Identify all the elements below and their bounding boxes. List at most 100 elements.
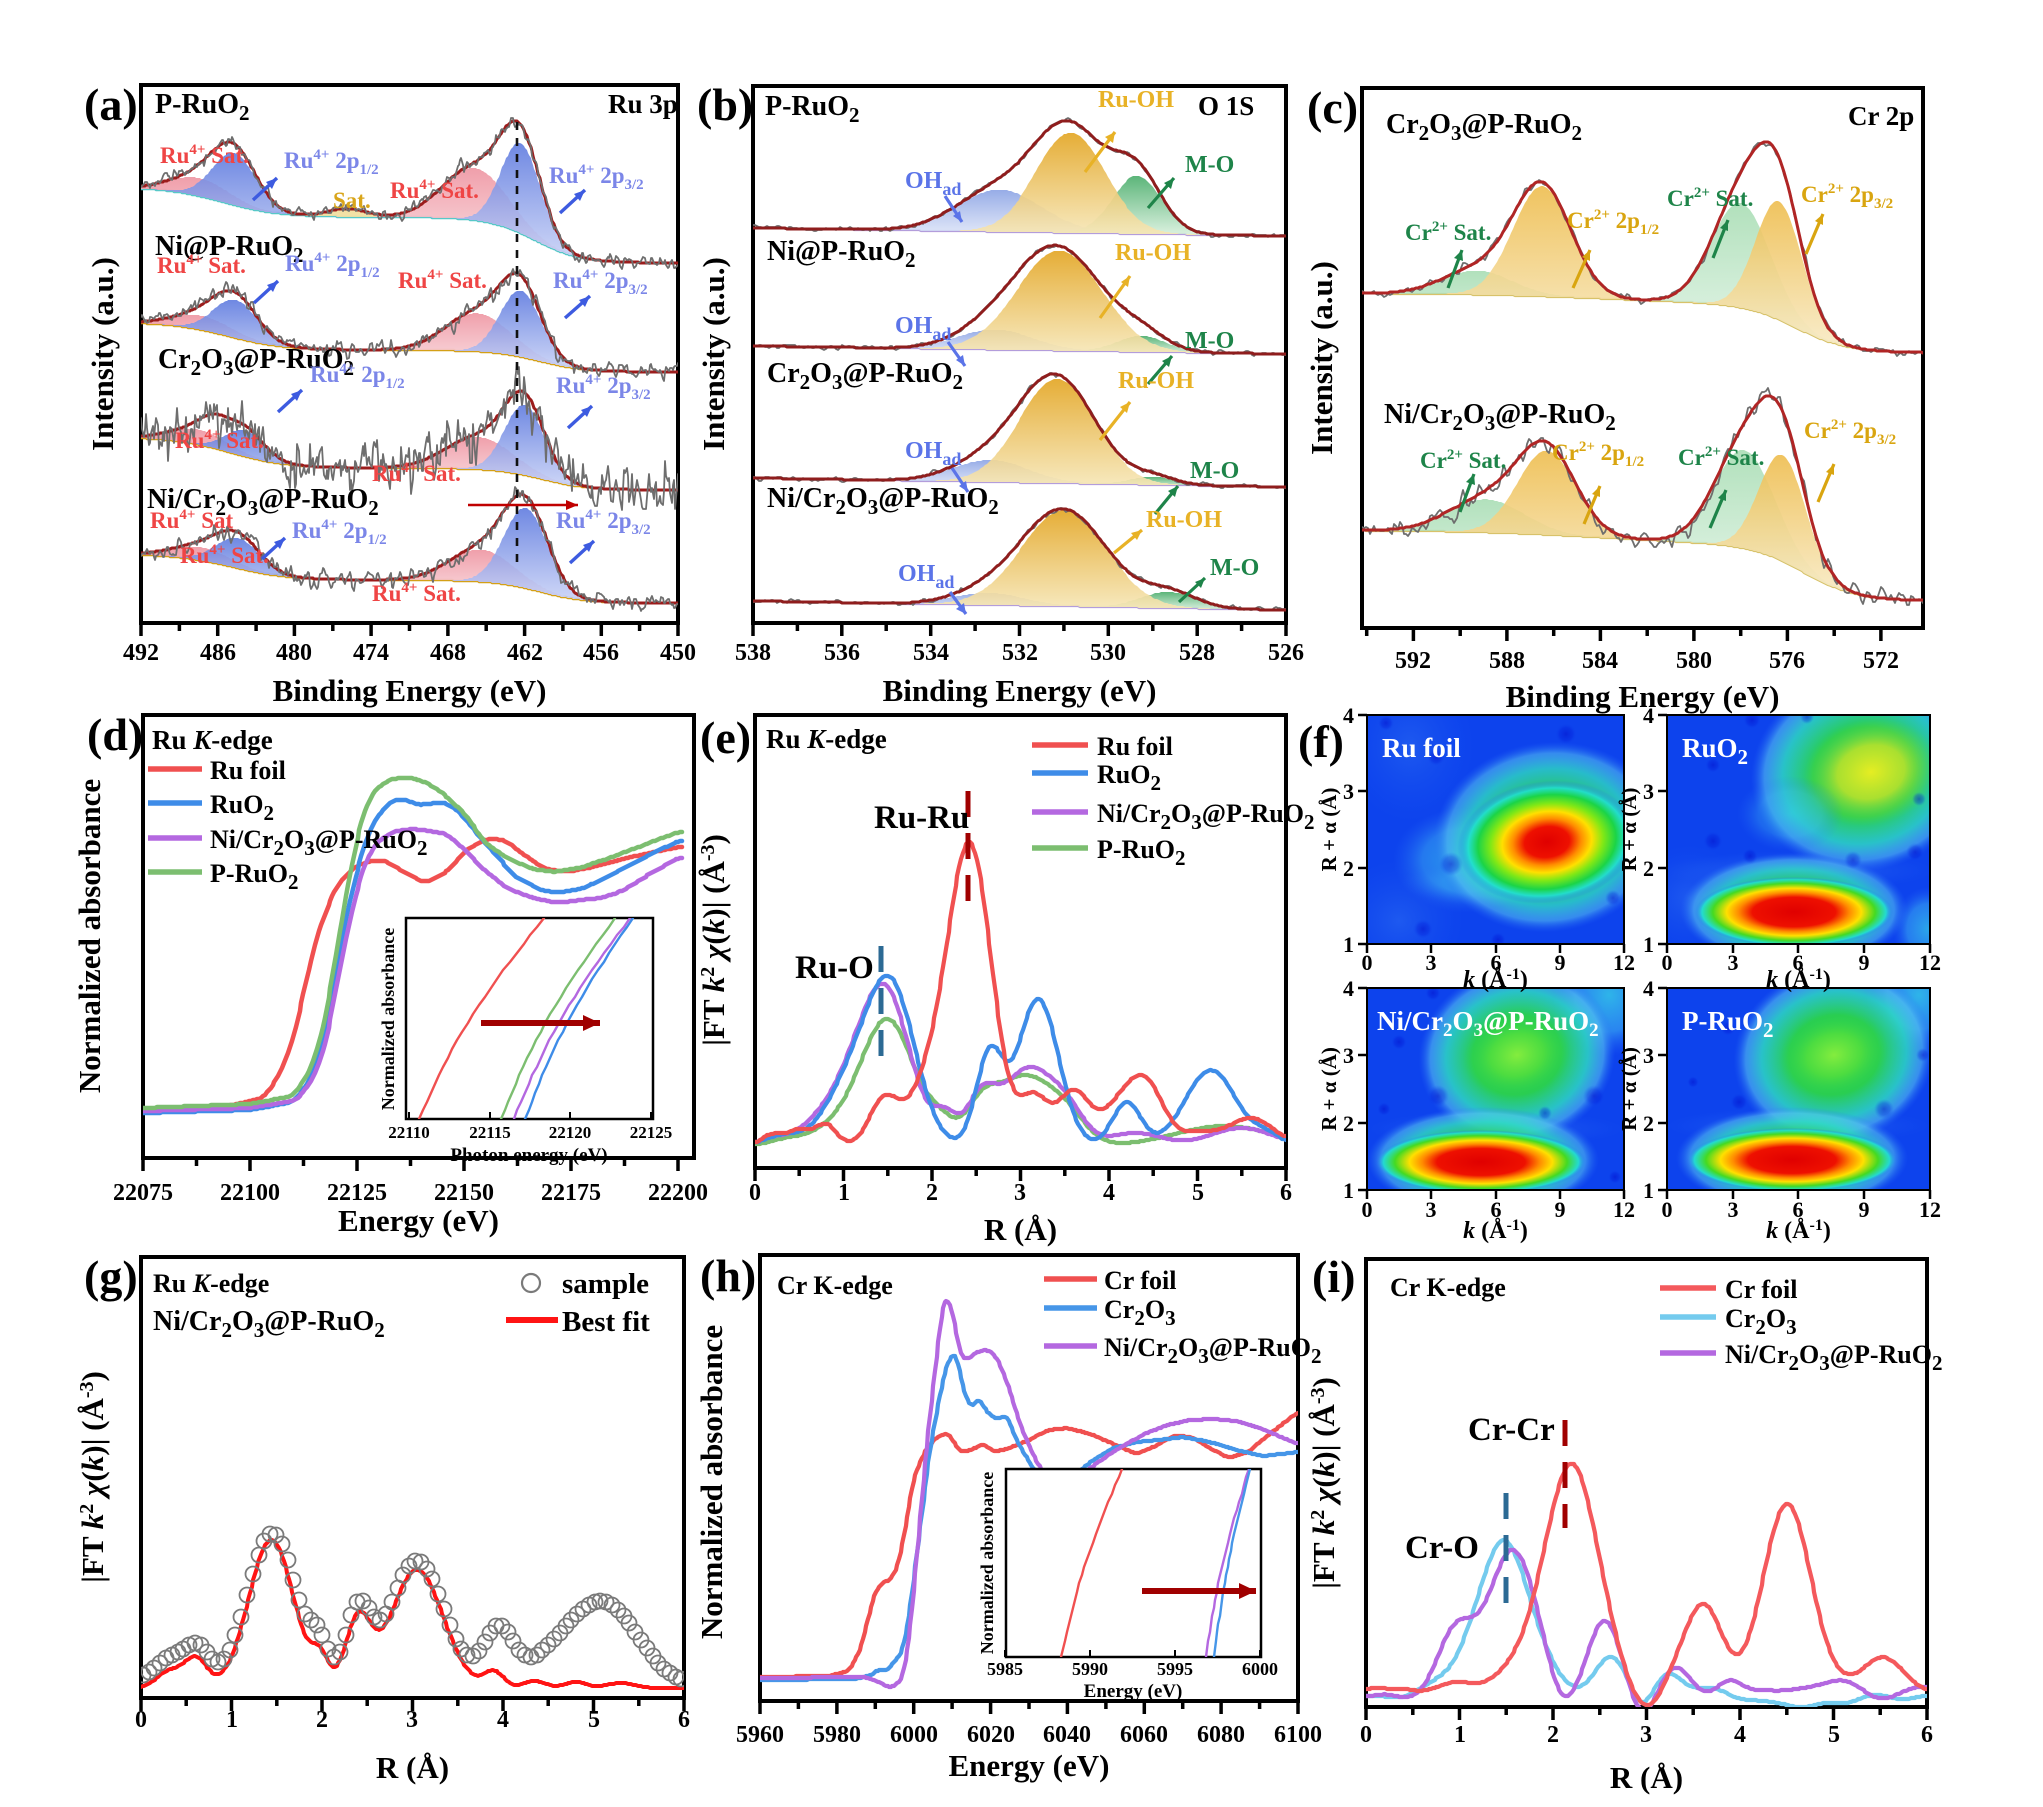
svg-text:6: 6 [1280,1180,1292,1206]
svg-text:486: 486 [200,640,236,666]
svg-text:450: 450 [660,640,696,666]
svg-text:2: 2 [316,1707,328,1733]
svg-text:12: 12 [1919,950,1941,975]
svg-text:6: 6 [1793,1197,1804,1222]
svg-text:22110: 22110 [388,1123,430,1142]
svg-text:Normalized absorbance: Normalized absorbance [694,1325,729,1639]
svg-text:Sat.: Sat. [333,188,371,213]
svg-text:6: 6 [678,1707,690,1733]
svg-text:2: 2 [926,1180,938,1206]
svg-text:Ru4+ 2p3/2: Ru4+ 2p3/2 [556,372,651,403]
svg-text:9: 9 [1555,1197,1566,1222]
svg-text:6100: 6100 [1274,1722,1322,1748]
svg-text:Ni/Cr2O3@P-RuO2: Ni/Cr2O3@P-RuO2 [1384,399,1616,435]
svg-text:22125: 22125 [327,1180,387,1206]
svg-text:Ru4+ Sat.: Ru4+ Sat. [372,460,461,486]
svg-text:532: 532 [1002,640,1038,666]
svg-text:k (Å-1): k (Å-1) [1766,1217,1831,1244]
svg-text:Ru4+ 2p1/2: Ru4+ 2p1/2 [310,361,405,392]
svg-text:6020: 6020 [967,1722,1015,1748]
svg-text:3: 3 [1343,779,1354,804]
svg-text:R (Å): R (Å) [1610,1760,1683,1795]
svg-text:0: 0 [1362,1197,1373,1222]
svg-text:22150: 22150 [434,1180,494,1206]
svg-text:12: 12 [1613,950,1635,975]
svg-text:6060: 6060 [1120,1722,1168,1748]
svg-text:|FT k2 χ(k)| (Å-3): |FT k2 χ(k)| (Å-3) [1306,1377,1341,1589]
svg-text:Ru-Ru: Ru-Ru [874,800,969,836]
svg-text:2: 2 [1343,856,1354,881]
svg-text:2: 2 [1343,1111,1354,1136]
svg-text:|FT k2 χ(k)| (Å-3): |FT k2 χ(k)| (Å-3) [696,834,731,1046]
svg-text:P-RuO2: P-RuO2 [155,89,250,125]
svg-text:Intensity (a.u.): Intensity (a.u.) [85,257,120,451]
svg-text:Energy (eV): Energy (eV) [949,1748,1110,1783]
svg-text:Ru-OH: Ru-OH [1146,507,1222,533]
svg-text:(h): (h) [700,1250,756,1301]
svg-text:M-O: M-O [1210,555,1259,581]
svg-text:456: 456 [583,640,619,666]
svg-text:534: 534 [913,640,949,666]
svg-text:Cr K-edge: Cr K-edge [777,1271,893,1300]
svg-text:Cr-Cr: Cr-Cr [1468,1412,1555,1448]
svg-text:592: 592 [1395,648,1431,674]
svg-text:1: 1 [1343,1178,1354,1203]
svg-text:R + α (Å): R + α (Å) [1617,788,1641,872]
svg-text:(c): (c) [1307,82,1358,133]
svg-text:0: 0 [135,1707,147,1733]
svg-text:sample: sample [562,1268,649,1300]
svg-text:Cr2O3@P-RuO2: Cr2O3@P-RuO2 [1386,109,1582,145]
svg-text:4: 4 [1343,703,1354,728]
svg-text:OHad: OHad [905,438,961,469]
svg-text:M-O: M-O [1185,328,1234,354]
svg-text:Cr2+ Sat.: Cr2+ Sat. [1678,444,1764,470]
svg-text:Binding Energy (eV): Binding Energy (eV) [1506,679,1780,714]
svg-text:468: 468 [430,640,466,666]
svg-text:Intensity (a.u.): Intensity (a.u.) [1304,261,1339,455]
svg-text:Cr2+ Sat.: Cr2+ Sat. [1420,447,1506,473]
svg-text:Cr foil: Cr foil [1104,1266,1176,1295]
svg-text:3: 3 [1728,950,1739,975]
svg-text:Photon energy (eV): Photon energy (eV) [450,1145,607,1166]
svg-text:R + α (Å): R + α (Å) [1317,788,1341,872]
svg-text:6: 6 [1921,1722,1933,1748]
svg-text:530: 530 [1090,640,1126,666]
svg-text:Cr-O: Cr-O [1405,1530,1479,1566]
svg-text:1: 1 [1643,932,1654,957]
svg-text:0: 0 [749,1180,761,1206]
svg-text:22125: 22125 [630,1123,673,1142]
svg-text:Ru 3p: Ru 3p [608,89,678,119]
svg-text:3: 3 [1014,1180,1026,1206]
svg-text:3: 3 [1640,1722,1652,1748]
svg-text:Ru4+ 2p3/2: Ru4+ 2p3/2 [556,507,651,538]
svg-text:6000: 6000 [1242,1659,1278,1679]
svg-text:5960: 5960 [736,1722,784,1748]
svg-text:Ru-O: Ru-O [795,950,874,986]
svg-text:526: 526 [1268,640,1304,666]
svg-text:Ru-OH: Ru-OH [1115,240,1191,266]
svg-text:6080: 6080 [1197,1722,1245,1748]
svg-text:576: 576 [1769,648,1805,674]
svg-text:6: 6 [1491,950,1502,975]
svg-text:4: 4 [1643,703,1654,728]
svg-text:2: 2 [1547,1722,1559,1748]
svg-text:Binding Energy (eV): Binding Energy (eV) [883,673,1157,708]
svg-text:Ni/Cr2O3@P-RuO2: Ni/Cr2O3@P-RuO2 [153,1306,385,1342]
svg-text:Ru foil: Ru foil [1097,732,1173,761]
svg-text:R + α (Å): R + α (Å) [1317,1047,1341,1131]
svg-text:0: 0 [1360,1722,1372,1748]
svg-text:Ru foil: Ru foil [210,756,286,785]
svg-text:Cr 2p: Cr 2p [1848,101,1914,131]
svg-text:538: 538 [735,640,771,666]
svg-text:6: 6 [1491,1197,1502,1222]
svg-text:584: 584 [1582,648,1618,674]
svg-text:3: 3 [406,1707,418,1733]
svg-text:R (Å): R (Å) [984,1212,1057,1247]
svg-text:4: 4 [497,1707,509,1733]
svg-text:6040: 6040 [1043,1722,1091,1748]
svg-text:(a): (a) [84,79,138,130]
svg-text:Binding Energy (eV): Binding Energy (eV) [273,673,547,708]
svg-text:3: 3 [1643,1043,1654,1068]
svg-text:Energy (eV): Energy (eV) [1084,1681,1183,1702]
svg-text:5995: 5995 [1157,1659,1193,1679]
